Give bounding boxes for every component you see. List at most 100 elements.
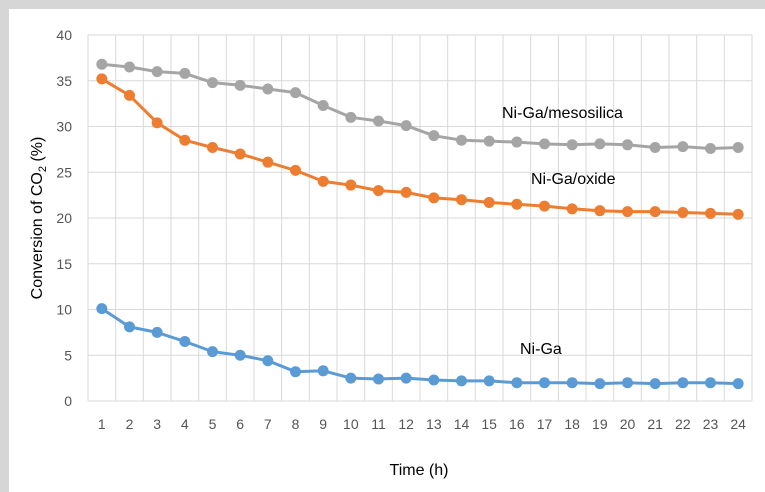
x-tick-label: 15: [481, 416, 497, 432]
data-point: [483, 196, 495, 208]
data-point: [207, 346, 218, 358]
series-label: Ni-Ga/oxide: [531, 171, 616, 188]
data-point: [705, 377, 716, 389]
y-tick-label: 0: [64, 393, 72, 409]
x-tick-label: 4: [181, 416, 189, 432]
y-axis-title-group: Conversion of CO2 (%): [29, 137, 49, 300]
data-point: [317, 175, 329, 187]
data-point: [207, 77, 218, 89]
y-tick-label: 25: [56, 164, 72, 180]
data-point: [124, 89, 135, 101]
data-point: [566, 203, 578, 215]
data-point: [234, 79, 246, 91]
x-tick-label: 19: [592, 416, 608, 432]
data-point: [96, 303, 108, 315]
x-tick-label: 18: [564, 416, 580, 432]
data-point: [539, 377, 550, 389]
x-tick-label: 11: [371, 416, 386, 432]
data-point: [732, 378, 744, 390]
data-point: [539, 138, 550, 150]
data-point: [317, 365, 329, 377]
y-tick-label: 20: [56, 210, 72, 226]
y-axis-title-main: Conversion of CO: [29, 172, 46, 299]
x-tick-label: 5: [209, 416, 217, 432]
data-point: [124, 61, 135, 73]
data-point: [290, 164, 301, 176]
x-tick-label: 24: [730, 416, 746, 432]
data-point: [96, 73, 108, 85]
data-point: [511, 377, 523, 389]
data-point: [622, 206, 633, 218]
data-point: [207, 142, 218, 154]
x-tick-label: 20: [620, 416, 636, 432]
data-point: [705, 142, 716, 154]
data-point: [373, 115, 384, 127]
data-point: [677, 141, 689, 153]
y-tick-label: 35: [56, 73, 72, 89]
y-tick-label: 40: [56, 27, 72, 43]
data-point: [677, 207, 689, 219]
x-tick-label: 22: [675, 416, 691, 432]
data-point: [400, 120, 412, 132]
data-point: [428, 130, 440, 142]
data-point: [317, 99, 329, 111]
x-tick-label: 3: [153, 416, 161, 432]
y-tick-label: 30: [56, 119, 72, 135]
x-tick-label: 1: [98, 416, 106, 432]
y-tick-labels: 0 5 10 15 20 25 30 35 40: [56, 27, 72, 409]
data-point: [373, 373, 384, 385]
data-point: [151, 66, 163, 78]
data-point: [373, 185, 384, 197]
data-point: [290, 366, 301, 378]
data-point: [345, 111, 357, 123]
data-point: [234, 349, 246, 361]
x-tick-label: 8: [292, 416, 300, 432]
x-tick-label: 17: [537, 416, 553, 432]
data-point: [705, 207, 716, 219]
series-label: Ni-Ga: [520, 341, 562, 358]
x-axis-title: Time (h): [390, 462, 449, 479]
data-point: [262, 355, 274, 367]
data-point: [649, 378, 661, 390]
data-point: [96, 58, 108, 70]
data-point: [732, 142, 744, 154]
data-point: [234, 148, 246, 160]
gridlines: [87, 34, 753, 402]
data-point: [539, 200, 550, 212]
data-point: [290, 87, 301, 99]
x-tick-label: 12: [398, 416, 414, 432]
data-point: [456, 134, 467, 146]
y-tick-label: 15: [56, 256, 72, 272]
data-point: [622, 377, 633, 389]
data-point: [732, 208, 744, 220]
data-point: [511, 136, 523, 148]
data-point: [566, 139, 578, 151]
data-point: [456, 194, 467, 206]
series-points: [96, 58, 744, 390]
x-tick-label: 23: [703, 416, 719, 432]
x-tick-label: 16: [509, 416, 525, 432]
data-point: [428, 192, 440, 204]
data-point: [594, 205, 606, 217]
data-point: [179, 336, 191, 348]
x-tick-label: 14: [454, 416, 470, 432]
x-tick-label: 21: [647, 416, 663, 432]
data-point: [400, 372, 412, 384]
data-point: [677, 377, 689, 389]
data-point: [400, 186, 412, 198]
series-label: Ni-Ga/mesosilica: [502, 105, 623, 122]
data-point: [124, 321, 135, 333]
data-point: [483, 135, 495, 147]
x-tick-label: 9: [319, 416, 327, 432]
data-point: [151, 117, 163, 129]
data-point: [151, 326, 163, 338]
x-tick-label: 6: [236, 416, 244, 432]
data-point: [622, 139, 633, 151]
data-point: [456, 375, 467, 387]
data-point: [345, 372, 357, 384]
data-point: [594, 378, 606, 390]
data-point: [179, 134, 191, 146]
y-axis-title: Conversion of CO2 (%): [29, 137, 49, 300]
data-point: [566, 377, 578, 389]
